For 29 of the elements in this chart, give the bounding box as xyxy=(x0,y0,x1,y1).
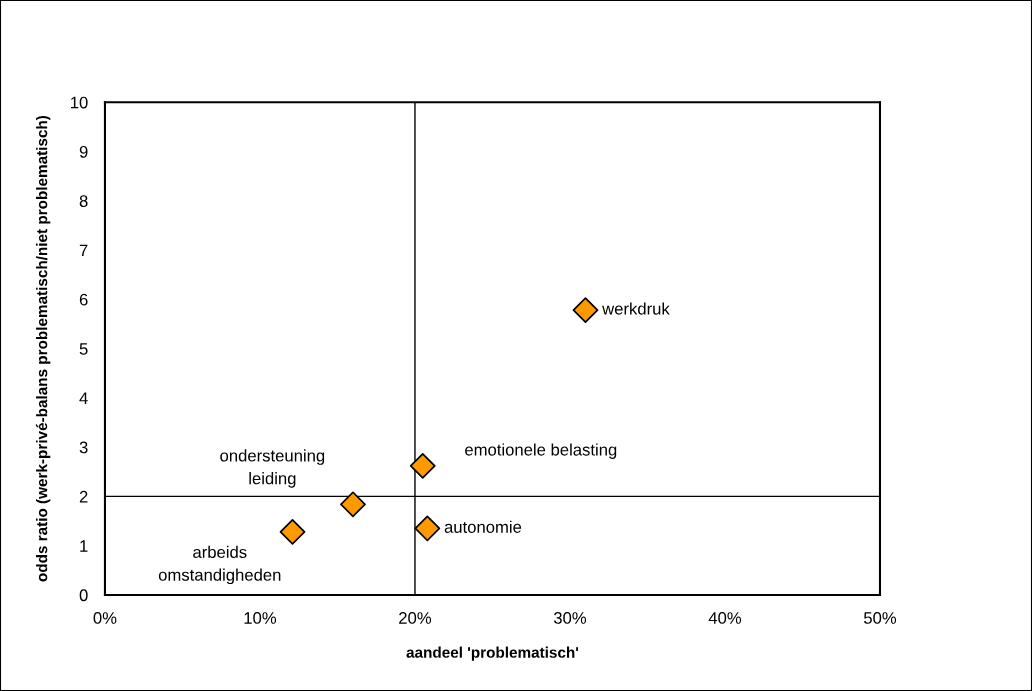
y-tick-label: 8 xyxy=(79,195,88,208)
y-tick-label: 0 xyxy=(79,589,88,602)
x-tick-label: 40% xyxy=(708,612,742,624)
x-tick-label: 10% xyxy=(244,612,277,624)
annotation: emotionele belasting xyxy=(465,443,617,459)
point xyxy=(279,519,306,545)
y-tick-label: 5 xyxy=(79,343,88,355)
y-tick-label: 4 xyxy=(79,392,88,404)
annotation: ondersteuning leiding xyxy=(220,449,325,488)
x-tick-label: 50% xyxy=(863,612,897,624)
x-tick-label: 30% xyxy=(553,612,587,624)
y-tick-label: 10 xyxy=(71,96,88,109)
x-axis-title: aandeel 'problematisch' xyxy=(406,646,579,661)
point xyxy=(572,297,599,324)
y-tick-label: 6 xyxy=(79,293,88,306)
point xyxy=(409,453,436,479)
x-tick-label: 0% xyxy=(93,612,117,624)
annotation: werkdruk xyxy=(602,302,670,315)
y-tick-label: 7 xyxy=(79,244,88,257)
point xyxy=(340,491,366,518)
annotation: autonomie xyxy=(444,520,522,533)
x-tick-label: 20% xyxy=(399,612,432,624)
y-tick-label: 2 xyxy=(79,490,88,503)
annotation: arbeids omstandigheden xyxy=(158,545,281,585)
y-tick-label: 9 xyxy=(79,145,88,158)
point xyxy=(414,515,441,542)
y-tick-label: 3 xyxy=(79,441,88,454)
y-tick-label: 1 xyxy=(80,540,88,552)
y-axis-title: odds ratio (werk-privé-balans problematisch/niet problematisch) xyxy=(35,115,51,582)
